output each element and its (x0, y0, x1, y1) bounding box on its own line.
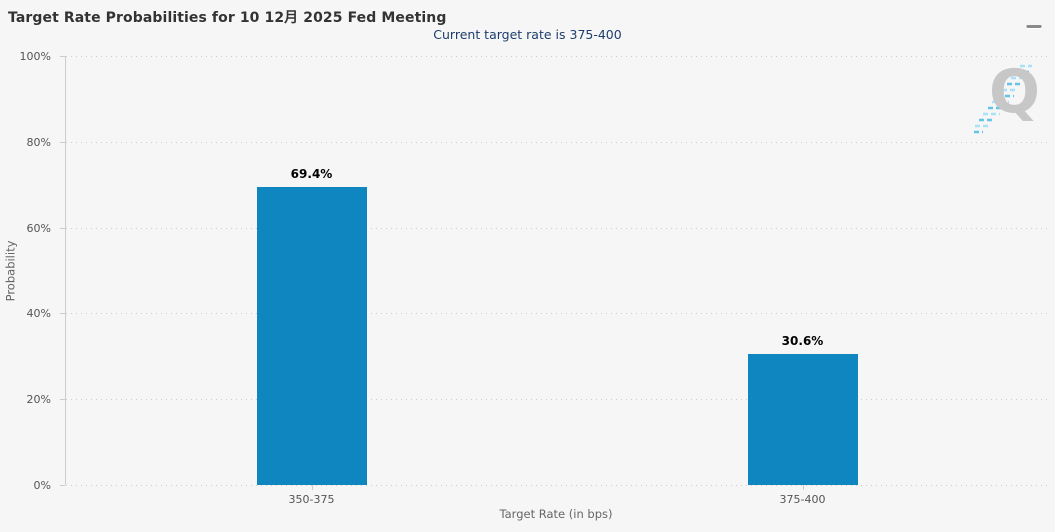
gridline-40 (66, 313, 1048, 314)
probability-bar-350-375[interactable] (256, 187, 367, 485)
y-axis-label: 0% (33, 479, 51, 492)
gridline-100 (66, 56, 1048, 57)
probability-bar-375-400[interactable] (747, 354, 858, 485)
category-cell: 69.4% 350-375 (66, 56, 557, 506)
x-axis-tick (311, 485, 313, 490)
x-axis-label: 375-400 (779, 493, 826, 506)
y-axis-label: 20% (26, 393, 51, 406)
y-axis-tick (60, 56, 65, 57)
category-cell: 30.6% 375-400 (557, 56, 1048, 506)
y-axis-tick (60, 142, 65, 143)
y-axis-labels: 0% 20% 40% 60% 80% 100% (0, 50, 60, 492)
y-axis-tick (60, 399, 65, 400)
x-axis-tick (802, 485, 804, 490)
x-axis-label: 350-375 (288, 493, 335, 506)
y-axis-tick (60, 228, 65, 229)
x-axis-title: Target Rate (in bps) (499, 507, 613, 521)
plot-area: Q 69.4% 350-375 30.6% 375-400 (60, 56, 1048, 506)
y-axis-tick (60, 313, 65, 314)
y-axis-label: 100% (19, 50, 51, 63)
hamburger-icon (1026, 25, 1042, 28)
gridline-20 (66, 399, 1048, 400)
y-axis-label: 80% (26, 136, 51, 149)
chart-title: Target Rate Probabilities for 10 12月 202… (8, 10, 447, 26)
gridline-60 (66, 228, 1048, 229)
y-axis-label: 40% (26, 307, 51, 320)
bar-value-label: 30.6% (781, 334, 824, 348)
gridline-0 (66, 485, 1048, 486)
bar-value-label: 69.4% (290, 167, 333, 181)
y-axis-tick (60, 485, 65, 486)
y-axis-label: 60% (26, 222, 51, 235)
chart-context-menu-button[interactable] (1022, 6, 1046, 28)
chart-subtitle: Current target rate is 375-400 (433, 27, 622, 42)
gridline-80 (66, 142, 1048, 143)
